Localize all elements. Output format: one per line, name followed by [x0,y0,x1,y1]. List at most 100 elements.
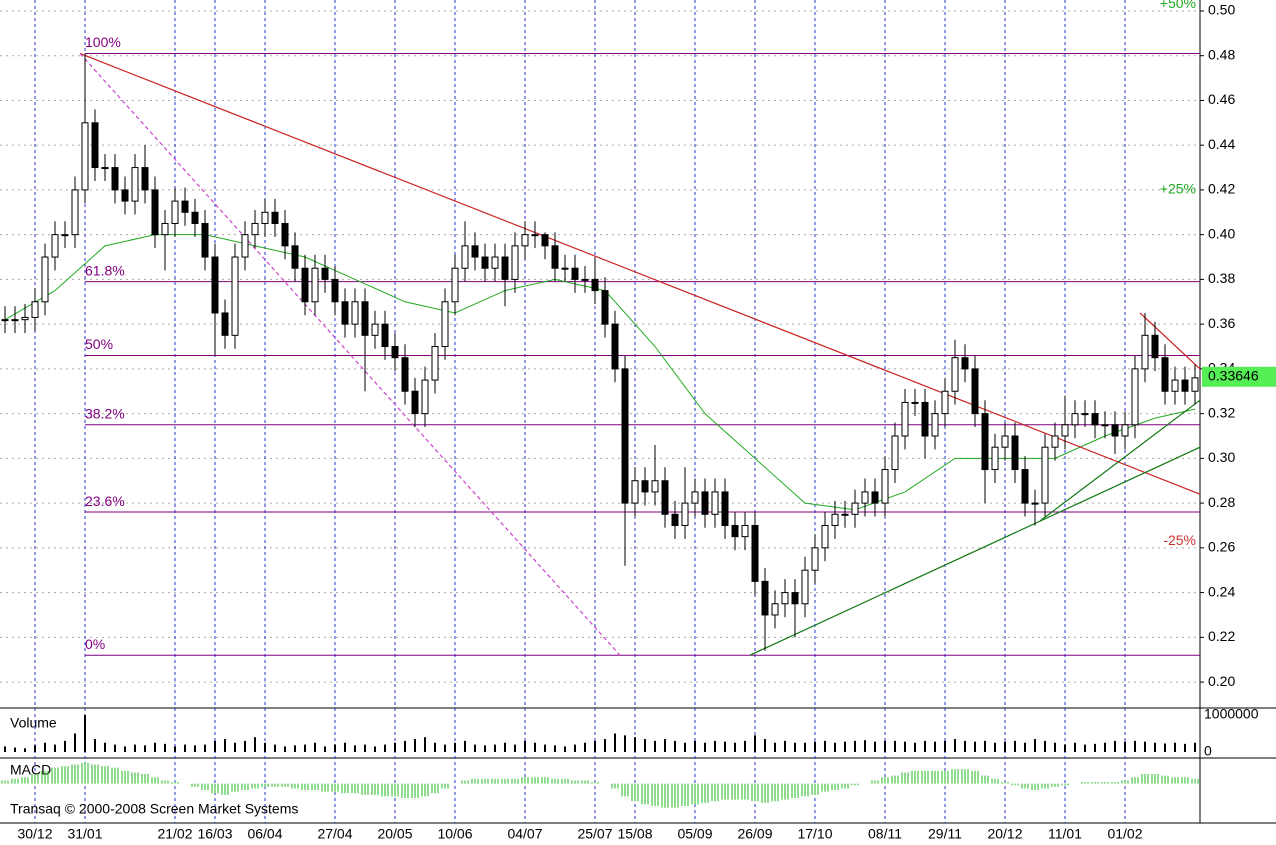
candle-body [251,222,259,236]
candle-body [971,368,979,415]
volume-bar [254,737,256,752]
volume-bar [204,744,206,752]
candle-body [881,469,889,504]
candle-body [471,245,479,258]
percent-label: +25% [1160,181,1196,197]
candle-body [691,491,699,504]
y-tick-label: 0.30 [1208,449,1235,465]
volume-bar [514,744,516,752]
x-tick-label: 11/01 [1048,826,1082,842]
candle-body [1131,368,1139,426]
volume-bar [584,742,586,752]
candle-body [1001,435,1009,448]
x-tick-label: 25/07 [577,826,612,842]
candle-body [301,267,309,303]
volume-bar [144,745,146,752]
candle-body [461,245,469,269]
candle-body [81,122,89,191]
candle-body [1011,435,1019,471]
volume-bar [174,746,176,752]
candle-body [961,357,969,370]
candle-body [1031,502,1039,505]
copyright: Transaq © 2000-2008 Screen Market System… [10,801,298,817]
volume-bar [1084,744,1086,752]
candle-body [1,319,9,322]
candle-body [421,379,429,415]
macd-title: MACD [10,762,51,778]
volume-bar [1034,739,1036,752]
volume-bar [214,740,216,752]
volume-bar [454,742,456,752]
volume-bar [234,742,236,752]
volume-bar [54,744,56,752]
volume-bar [824,740,826,752]
candle-body [161,222,169,236]
volume-bar [624,735,626,752]
y-tick-label: 0.44 [1208,136,1235,152]
candle-body [1141,334,1149,370]
volume-bar [864,740,866,752]
candle-body [751,524,759,582]
candle-body [621,368,629,504]
volume-bar [874,741,876,752]
candle-body [711,491,719,515]
volume-bar [1054,742,1056,752]
candle-body [441,301,449,348]
volume-bar [724,741,726,752]
candle-body [51,234,59,258]
volume-bar [14,747,16,752]
volume-bar [914,742,916,752]
candle-body [21,316,29,321]
volume-bar [714,740,716,752]
y-tick-label: 0.50 [1208,2,1235,18]
candle-body [771,603,779,616]
volume-bar [1124,741,1126,752]
x-tick-label: 27/04 [317,826,352,842]
candle-body [141,167,149,191]
candle-body [1051,435,1059,448]
volume-bar [464,740,466,752]
volume-bar [744,740,746,752]
y-tick-label: 0.22 [1208,628,1235,644]
volume-bar [44,742,46,752]
volume-bar [1094,743,1096,752]
volume-bar [4,746,6,752]
volume-bar [1074,742,1076,752]
volume-title: Volume [10,715,57,731]
x-tick-label: 31/01 [67,826,102,842]
candle-body [151,189,159,236]
volume-bar [534,742,536,752]
trendline [1139,312,1201,370]
volume-bar [114,744,116,752]
volume-bar [354,745,356,752]
candle-body [361,301,369,336]
volume-bar [84,715,86,752]
candle-body [381,323,389,348]
candle-body [391,346,399,359]
candle-body [71,189,79,236]
volume-bar [1004,741,1006,752]
fib-label: 38.2% [85,406,125,422]
percent-label: -25% [1163,532,1196,548]
candle-body [341,301,349,325]
trendline [79,53,621,656]
volume-bar [34,745,36,752]
candle-body [671,513,679,526]
candle-body [91,122,99,169]
y-tick-label: 0.28 [1208,494,1235,510]
fib-label: 100% [85,34,121,50]
trendline [749,446,1201,656]
candle-body [1161,357,1169,392]
volume-bar [1164,743,1166,752]
candle-body [411,390,419,415]
volume-bar [1014,740,1016,752]
volume-bar [414,739,416,752]
candle-body [731,524,739,538]
candle-body [201,222,209,258]
volume-bar [954,739,956,752]
volume-bar [674,740,676,752]
candle-body [791,592,799,605]
candle-body [431,346,439,381]
candle-body [1071,413,1079,426]
